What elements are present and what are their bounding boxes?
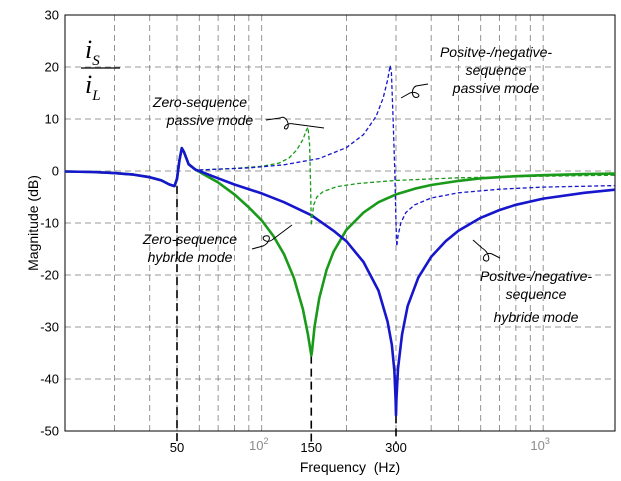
svg-text:sequence: sequence [506, 286, 567, 302]
annotation-leader-line [252, 225, 292, 249]
y-tick-label: 10 [45, 112, 59, 127]
ratio-numerator-sub: S [92, 53, 100, 69]
y-tick-label: 30 [45, 8, 59, 23]
svg-text:hybride mode: hybride mode [494, 309, 579, 325]
x-decade-label: 103 [530, 436, 549, 453]
x-tick-label: 150 [300, 440, 322, 455]
svg-text:passive mode: passive mode [166, 112, 254, 128]
y-tick-label: -30 [40, 320, 59, 335]
annotation-line: Positve-/negative- [440, 44, 552, 60]
annotation-pos-neg-hybride: Positve-/negative- sequence hybride mode [473, 240, 592, 325]
x-axis-title: Frequency (Hz) [300, 459, 400, 475]
svg-text:iL: iL [85, 70, 101, 104]
svg-text:Zero-sequence: Zero-sequence [152, 94, 247, 110]
y-tick-label: 20 [45, 60, 59, 75]
annotation-pos-neg-passive: Positve-/negative- sequence passive mode [401, 44, 552, 98]
annotation-line: sequence [506, 286, 567, 302]
ratio-denominator: i [85, 70, 92, 99]
svg-text:iS: iS [85, 35, 100, 69]
y-axis-title: Magnitude (dB) [25, 175, 41, 271]
annotation-line: hybride mode [148, 249, 233, 265]
grid-lines [65, 15, 615, 431]
annotation-leader-line [473, 240, 500, 261]
annotation-line: passive mode [452, 80, 540, 96]
annotation-line: Zero-sequence [142, 231, 237, 247]
ratio-numerator: i [85, 35, 92, 64]
annotation-line: Zero-sequence [152, 94, 247, 110]
ratio-label: iS iL [81, 35, 120, 104]
annotation-line: hybride mode [494, 309, 579, 325]
x-tick-label: 50 [170, 440, 184, 455]
annotation-line: passive mode [166, 112, 254, 128]
annotation-zero-sequence-passive: Zero-sequence passive mode [152, 94, 324, 129]
ratio-denominator-sub: L [91, 88, 100, 104]
annotation-line: Positve-/negative- [480, 268, 592, 284]
annotation-line: sequence [466, 62, 527, 78]
svg-text:hybride mode: hybride mode [148, 249, 233, 265]
svg-text:Positve-/negative-: Positve-/negative- [480, 268, 592, 284]
frequency-marker-lines [177, 186, 396, 443]
svg-text:sequence: sequence [466, 62, 527, 78]
x-decade-label: 102 [249, 436, 268, 453]
y-tick-label: -20 [40, 268, 59, 283]
svg-text:Positve-/negative-: Positve-/negative- [440, 44, 552, 60]
svg-text:Zero-sequence: Zero-sequence [142, 231, 237, 247]
y-tick-label: -50 [40, 424, 59, 439]
annotation-leader-line [401, 84, 428, 98]
svg-text:passive mode: passive mode [452, 80, 540, 96]
y-tick-labels: 30 20 10 0 -10 -20 -30 -40 -50 [40, 8, 59, 439]
y-tick-label: 0 [52, 164, 59, 179]
y-tick-label: -10 [40, 216, 59, 231]
y-tick-label: -40 [40, 372, 59, 387]
